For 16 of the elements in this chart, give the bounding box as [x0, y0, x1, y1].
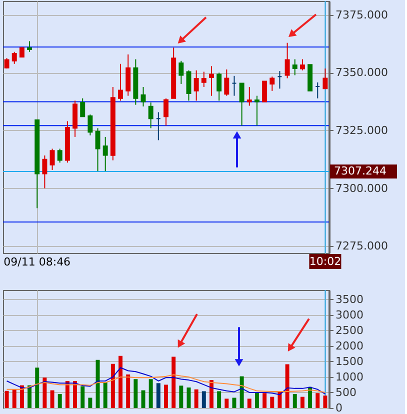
- ref-line-label: 7307.244: [334, 164, 386, 178]
- x-tick-label: 09/11 08:46: [4, 256, 71, 268]
- y-tick-label: 2000: [336, 339, 364, 352]
- y-tick-label: 7350.000: [336, 66, 388, 80]
- y-tick-label: 500: [336, 386, 356, 399]
- y-tick-label: 1500: [336, 354, 364, 368]
- y-tick-label: 3500: [336, 292, 364, 306]
- y-tick-label: 3000: [336, 308, 364, 322]
- y-tick-label: 7325.000: [336, 124, 388, 137]
- x-tick-label: 10:02: [309, 255, 342, 268]
- y-tick-label: 0: [336, 402, 342, 414]
- y-tick-label: 7375.000: [336, 8, 388, 22]
- y-tick-label: 7275.000: [336, 240, 388, 253]
- y-tick-label: 7300.000: [336, 182, 388, 195]
- y-tick-label: 1000: [336, 370, 364, 384]
- y-tick-label: 2500: [336, 324, 364, 337]
